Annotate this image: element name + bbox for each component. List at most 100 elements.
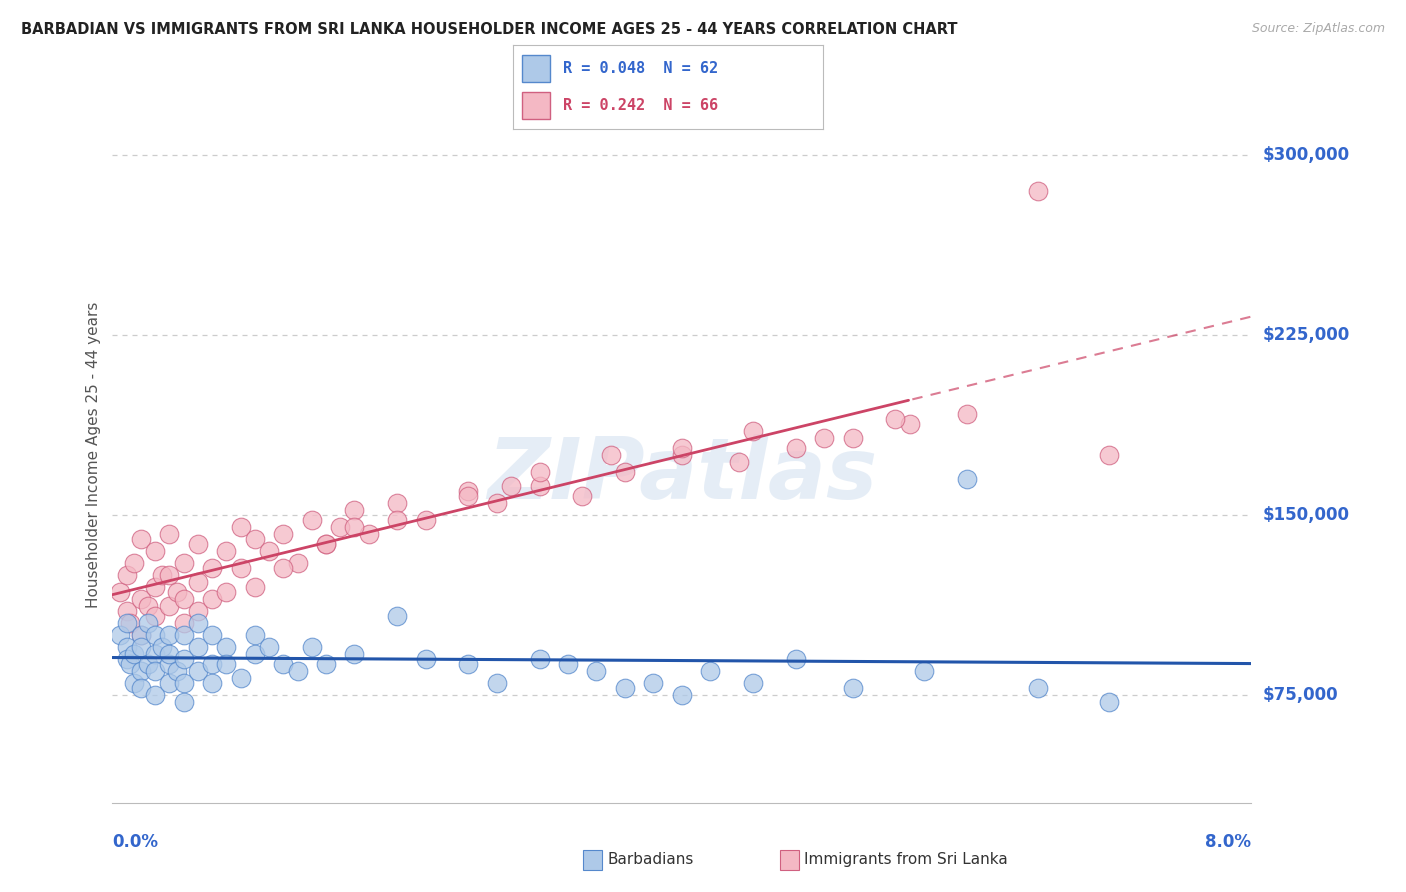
Point bbox=[187, 640, 209, 654]
Text: Immigrants from Sri Lanka: Immigrants from Sri Lanka bbox=[804, 853, 1008, 867]
Point bbox=[841, 431, 863, 445]
Point bbox=[173, 615, 195, 630]
Point bbox=[201, 657, 224, 671]
Point bbox=[159, 527, 180, 541]
Point bbox=[301, 513, 323, 527]
Text: $225,000: $225,000 bbox=[1263, 326, 1350, 344]
Point bbox=[115, 567, 138, 582]
Point bbox=[301, 640, 323, 654]
Point bbox=[229, 560, 252, 574]
Point bbox=[671, 448, 693, 462]
Point bbox=[785, 652, 807, 666]
Point bbox=[742, 424, 765, 438]
Point bbox=[613, 681, 636, 695]
Point bbox=[143, 580, 166, 594]
Point bbox=[529, 465, 551, 479]
Point bbox=[187, 664, 209, 678]
Point bbox=[529, 479, 551, 493]
Point bbox=[129, 532, 152, 546]
Point bbox=[215, 657, 238, 671]
Point bbox=[501, 479, 523, 493]
Point bbox=[571, 489, 593, 503]
Text: $300,000: $300,000 bbox=[1263, 146, 1350, 164]
Point bbox=[912, 664, 935, 678]
Point bbox=[243, 628, 266, 642]
Point bbox=[187, 537, 209, 551]
Point bbox=[229, 520, 252, 534]
Point bbox=[898, 417, 921, 431]
Point bbox=[122, 556, 145, 570]
Point bbox=[385, 608, 409, 623]
Text: R = 0.242  N = 66: R = 0.242 N = 66 bbox=[562, 98, 718, 113]
Point bbox=[385, 496, 409, 510]
Point bbox=[529, 652, 551, 666]
Point bbox=[143, 628, 166, 642]
Y-axis label: Householder Income Ages 25 - 44 years: Householder Income Ages 25 - 44 years bbox=[86, 301, 101, 608]
Point bbox=[129, 628, 152, 642]
Point bbox=[557, 657, 579, 671]
Point bbox=[173, 591, 195, 606]
Point bbox=[122, 676, 145, 690]
Point bbox=[166, 664, 188, 678]
Point bbox=[271, 657, 295, 671]
Point bbox=[329, 520, 352, 534]
Point bbox=[1026, 681, 1049, 695]
Point bbox=[115, 652, 138, 666]
Point bbox=[841, 681, 863, 695]
Text: Source: ZipAtlas.com: Source: ZipAtlas.com bbox=[1251, 22, 1385, 36]
Point bbox=[159, 647, 180, 661]
Point bbox=[215, 640, 238, 654]
Point bbox=[201, 628, 224, 642]
Point bbox=[136, 657, 159, 671]
Point bbox=[343, 647, 366, 661]
Point bbox=[699, 664, 721, 678]
Point bbox=[187, 575, 209, 590]
Point bbox=[159, 676, 180, 690]
Text: R = 0.048  N = 62: R = 0.048 N = 62 bbox=[562, 61, 718, 76]
Point bbox=[115, 640, 138, 654]
Text: Barbadians: Barbadians bbox=[607, 853, 693, 867]
Point bbox=[415, 652, 437, 666]
Point bbox=[143, 688, 166, 702]
Point bbox=[129, 628, 152, 642]
Point bbox=[159, 599, 180, 613]
Point bbox=[271, 560, 295, 574]
Point bbox=[271, 527, 295, 541]
Text: $150,000: $150,000 bbox=[1263, 506, 1350, 524]
Point bbox=[122, 647, 145, 661]
Point bbox=[159, 657, 180, 671]
Point bbox=[599, 448, 621, 462]
Point bbox=[343, 520, 366, 534]
Point bbox=[385, 513, 409, 527]
Point bbox=[243, 580, 266, 594]
Point bbox=[159, 628, 180, 642]
Point bbox=[187, 615, 209, 630]
Point bbox=[115, 615, 138, 630]
Point bbox=[143, 544, 166, 558]
Point bbox=[956, 407, 979, 421]
Point bbox=[315, 657, 337, 671]
Point bbox=[315, 537, 337, 551]
Point bbox=[728, 455, 751, 469]
Point bbox=[287, 556, 309, 570]
Point bbox=[129, 681, 152, 695]
Point bbox=[129, 664, 152, 678]
Point bbox=[143, 647, 166, 661]
Point bbox=[150, 640, 173, 654]
Point bbox=[1098, 695, 1121, 709]
Point bbox=[956, 472, 979, 486]
Point bbox=[159, 567, 180, 582]
Point bbox=[118, 657, 141, 671]
Point bbox=[485, 496, 508, 510]
Point bbox=[257, 544, 280, 558]
Point bbox=[343, 503, 366, 517]
Text: 0.0%: 0.0% bbox=[112, 833, 159, 851]
Point bbox=[1026, 184, 1049, 198]
Point bbox=[173, 676, 195, 690]
Point bbox=[457, 483, 479, 498]
Point bbox=[129, 591, 152, 606]
Point bbox=[173, 695, 195, 709]
Text: $75,000: $75,000 bbox=[1263, 686, 1339, 704]
Point bbox=[215, 584, 238, 599]
Point bbox=[671, 688, 693, 702]
